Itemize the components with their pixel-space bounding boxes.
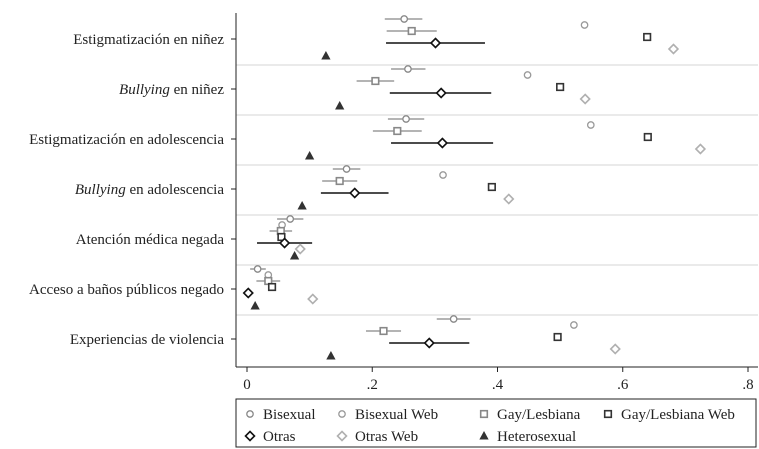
legend-marker xyxy=(479,409,489,419)
legend-item: Gay/Lesbiana xyxy=(479,407,581,423)
data-point xyxy=(304,150,315,160)
data-point xyxy=(487,182,496,192)
category-label: Experiencias de violencia xyxy=(70,332,224,348)
data-point xyxy=(335,176,344,186)
category-label: Atención médica negada xyxy=(76,232,225,248)
data-point xyxy=(643,32,652,42)
data-point xyxy=(294,243,306,255)
data-point xyxy=(570,321,578,329)
data-point xyxy=(694,143,707,155)
legend-item: Otras xyxy=(244,429,296,445)
data-point xyxy=(402,115,410,123)
legend-marker xyxy=(244,430,256,442)
data-point xyxy=(253,265,262,273)
data-point xyxy=(503,193,515,205)
x-tick-label: 0 xyxy=(243,377,251,393)
data-point xyxy=(349,187,361,199)
data-point xyxy=(429,37,442,49)
legend-label: Gay/Lesbiana Web xyxy=(621,407,735,423)
data-point xyxy=(393,126,402,136)
series-gay-lesbiana xyxy=(256,26,437,336)
category-label: Estigmatización en niñez xyxy=(73,32,224,48)
data-point xyxy=(643,132,652,142)
category-label: Acceso a baños públicos negado xyxy=(29,282,224,298)
series-bisexual-web xyxy=(264,21,595,329)
legend-item: Bisexual xyxy=(246,407,316,423)
legend: Bisexual Bisexual Web Gay/Lesbiana Gay/Lesb… xyxy=(235,398,757,448)
data-point xyxy=(667,43,680,55)
legend-item: Bisexual Web xyxy=(338,407,438,423)
legend-item: Otras Web xyxy=(336,429,418,445)
data-point xyxy=(342,165,351,173)
x-tick-label: .8 xyxy=(742,377,753,393)
category-label: Bullying en niñez xyxy=(119,82,224,98)
data-point xyxy=(586,121,595,129)
data-point xyxy=(371,76,380,86)
legend-label: Otras xyxy=(263,429,296,445)
data-point xyxy=(307,293,319,305)
plot-area: Estigmatización en niñez Bullying en niñe… xyxy=(29,13,758,393)
legend-marker xyxy=(338,410,346,418)
data-point xyxy=(579,93,591,105)
data-point xyxy=(286,215,295,223)
data-point xyxy=(321,50,331,60)
x-tick-label: .2 xyxy=(367,377,378,393)
legend-marker xyxy=(479,430,489,440)
legend-label: Otras Web xyxy=(355,429,418,445)
data-point xyxy=(289,250,300,260)
data-point xyxy=(326,350,336,360)
legend-label: Bisexual Web xyxy=(355,407,438,423)
data-point xyxy=(580,21,589,29)
data-point xyxy=(335,100,345,110)
data-point xyxy=(242,287,254,299)
data-point xyxy=(556,82,565,92)
x-tick-label: .4 xyxy=(492,377,504,393)
data-point xyxy=(267,282,277,292)
data-point xyxy=(609,343,621,355)
data-point xyxy=(436,137,449,149)
data-point xyxy=(277,232,286,242)
data-point xyxy=(400,15,409,23)
data-point xyxy=(449,315,458,323)
legend-marker xyxy=(336,430,348,442)
data-point xyxy=(379,326,388,336)
data-point xyxy=(523,71,532,79)
category-label: Estigmatización en adolescencia xyxy=(29,132,224,148)
series-bisexual xyxy=(250,15,471,323)
legend-box xyxy=(235,398,757,448)
data-point xyxy=(435,87,447,99)
data-point xyxy=(250,300,260,310)
legend-label: Heterosexual xyxy=(497,429,576,445)
data-point xyxy=(553,332,562,342)
legend-marker xyxy=(246,410,254,418)
data-point xyxy=(407,26,416,36)
data-point xyxy=(297,200,307,210)
series-otras xyxy=(242,37,494,349)
series-gay-lesbiana-web xyxy=(267,32,652,342)
legend-label: Bisexual xyxy=(263,407,316,423)
data-point xyxy=(423,337,435,349)
series-heterosexual xyxy=(250,50,345,360)
series-otras-web xyxy=(294,43,707,355)
data-point xyxy=(439,171,447,179)
legend-marker xyxy=(603,409,613,419)
data-point xyxy=(278,237,291,249)
data-point xyxy=(404,65,412,73)
legend-item: Heterosexual xyxy=(479,429,576,445)
x-tick-label: .6 xyxy=(617,377,629,393)
legend-label: Gay/Lesbiana xyxy=(497,407,581,423)
legend-item: Gay/Lesbiana Web xyxy=(603,407,735,423)
category-label: Bullying en adolescencia xyxy=(75,182,224,198)
